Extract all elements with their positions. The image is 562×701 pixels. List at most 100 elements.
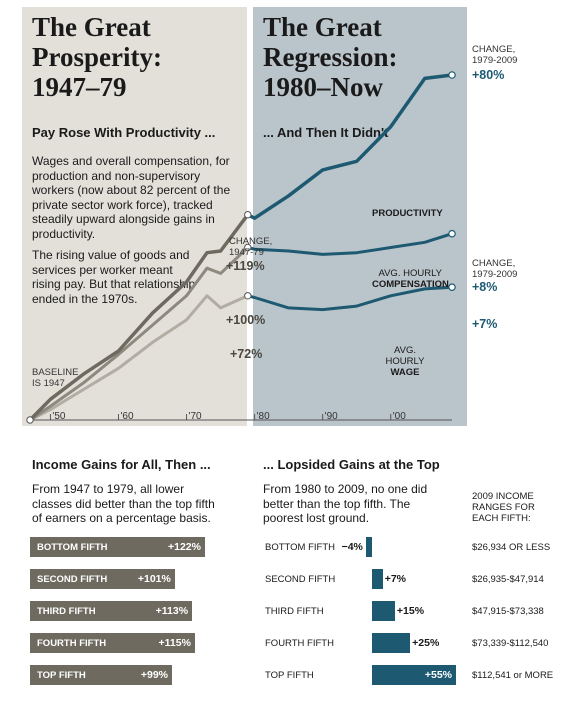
compensation-series-label: AVG. HOURLY COMPENSATION xyxy=(372,268,449,290)
x-tick-label: '50 xyxy=(52,411,65,422)
left-bar-value-label: +122% xyxy=(168,541,201,553)
right-title-line-1: The Great xyxy=(263,12,382,42)
left-bar-subtitle: From 1947 to 1979, all lower classes did… xyxy=(32,482,215,525)
baseline-label-line-2: IS 1947 xyxy=(32,378,65,389)
productivity-series-label: PRODUCTIVITY xyxy=(372,208,443,219)
wage-series-label: AVG. HOURLY WAGE xyxy=(374,345,436,378)
right-bar-subtitle: From 1980 to 2009, no one did better tha… xyxy=(263,482,428,525)
change-label-left-line-2: 1947-79 xyxy=(229,247,264,258)
compensation-label-line-1: AVG. HOURLY xyxy=(378,268,442,279)
right-bar-category-label: BOTTOM FIFTH xyxy=(265,542,336,553)
right-era-title: The Great Regression: 1980–Now xyxy=(263,12,398,102)
compensation-line-2009-marker xyxy=(448,229,456,238)
left-bar xyxy=(30,665,172,685)
left-paragraph-1: Wages and overall compensation, for prod… xyxy=(32,154,231,241)
income-range-label: $73,339-$112,540 xyxy=(472,638,549,649)
left-wage-change: +72% xyxy=(230,347,263,361)
left-bar-value-label: +99% xyxy=(140,669,168,681)
left-bar-value-label: +113% xyxy=(155,605,189,617)
left-paragraph-2: The rising value of goods and services p… xyxy=(32,248,196,306)
productivity-line-1947-79 xyxy=(28,213,250,422)
change-label-top-line-2: 1979-2009 xyxy=(472,55,518,66)
wage-line-1979-marker xyxy=(244,292,252,300)
change-label-mid: CHANGE, 1979-2009 xyxy=(472,258,517,280)
right-bar-value-label: +7% xyxy=(384,573,406,585)
productivity-line-1980-now xyxy=(246,73,453,220)
productivity-line-1979-marker xyxy=(244,211,252,219)
compensation-line-1979-marker xyxy=(244,243,252,252)
right-bar xyxy=(372,569,383,589)
left-bar-category-label: BOTTOM FIFTH xyxy=(37,542,108,553)
right-bar-category-label: SECOND FIFTH xyxy=(265,574,336,585)
wage-line-2009-marker xyxy=(448,283,456,291)
right-compensation-change: +8% xyxy=(472,280,498,294)
right-bar xyxy=(365,537,372,557)
right-bar-category-label: FOURTH FIFTH xyxy=(265,638,334,649)
ranges-header-line-1: 2009 INCOME xyxy=(472,491,534,502)
left-bar xyxy=(30,601,193,621)
right-productivity-change: +80% xyxy=(472,68,505,82)
income-range-label: $26,934 OR LESS xyxy=(472,542,551,553)
x-tick-label: '60 xyxy=(120,411,133,422)
change-label-top: CHANGE, 1979-2009 xyxy=(472,44,517,66)
income-range-label: $26,935-$47,914 xyxy=(472,574,544,585)
left-bar-value-label: +115% xyxy=(158,637,191,649)
compensation-line-1947-79 xyxy=(29,246,249,422)
ranges-header-line-2: RANGES FOR xyxy=(472,502,535,513)
wage-line-1947-79 xyxy=(29,294,249,422)
x-tick-label: '80 xyxy=(257,411,270,422)
left-productivity-change: +119% xyxy=(226,259,265,273)
ranges-header-line-3: EACH FIFTH: xyxy=(472,513,531,524)
change-label-left: CHANGE, 1947-79 xyxy=(229,236,272,258)
left-bar xyxy=(30,537,205,557)
right-bar-value-label: +55% xyxy=(424,669,452,681)
income-ranges-header: 2009 INCOME RANGES FOR EACH FIFTH: xyxy=(472,491,535,524)
x-tick-label: '90 xyxy=(325,411,338,422)
compensation-label-line-2: COMPENSATION xyxy=(372,279,449,290)
left-bar-category-label: TOP FIFTH xyxy=(37,670,86,681)
right-bar-value-label: +15% xyxy=(396,605,425,617)
right-bar-value-label: +25% xyxy=(412,637,440,649)
change-label-mid-line-2: 1979-2009 xyxy=(472,269,518,280)
right-bar-value-label: −4% xyxy=(341,541,363,553)
left-bar-value-label: +101% xyxy=(137,573,171,585)
left-subhead: Pay Rose With Productivity ... xyxy=(32,125,216,140)
compensation-line-1980-now xyxy=(247,232,453,256)
baseline-marker xyxy=(26,416,34,424)
wage-line-1980-now xyxy=(247,285,453,312)
x-tick-label: '00 xyxy=(393,411,406,422)
change-label-mid-line-1: CHANGE, xyxy=(472,258,516,269)
left-bar-category-label: FOURTH FIFTH xyxy=(37,638,107,649)
income-range-label: $47,915-$73,338 xyxy=(472,606,544,617)
right-wage-change: +7% xyxy=(472,317,498,331)
left-compensation-change: +100% xyxy=(226,313,266,327)
change-label-top-line-1: CHANGE, xyxy=(472,44,516,55)
left-bar-category-label: SECOND FIFTH xyxy=(37,574,108,585)
income-range-label: $112,541 or MORE xyxy=(472,670,554,681)
change-label-left-line-1: CHANGE, xyxy=(229,236,273,247)
right-bar xyxy=(372,665,456,685)
left-era-title: The Great Prosperity: 1947–79 xyxy=(32,12,162,102)
right-title-line-2: Regression: xyxy=(263,42,398,72)
right-bar-category-label: TOP FIFTH xyxy=(265,670,314,681)
right-subhead: ... And Then It Didn't xyxy=(263,125,389,140)
right-bar-title: ... Lopsided Gains at the Top xyxy=(263,457,440,472)
right-bar xyxy=(372,601,395,621)
left-bar xyxy=(30,633,195,653)
wage-label-line-2: WAGE xyxy=(390,367,420,378)
left-title-line-3: 1947–79 xyxy=(32,72,127,102)
right-bar-category-label: THIRD FIFTH xyxy=(265,606,324,617)
x-tick-label: '70 xyxy=(189,411,202,422)
baseline-label: BASELINE IS 1947 xyxy=(32,367,78,389)
left-bar-title: Income Gains for All, Then ... xyxy=(32,457,211,472)
productivity-line-2009-marker xyxy=(448,71,456,79)
baseline-label-line-1: BASELINE xyxy=(32,367,79,378)
left-bar xyxy=(30,569,175,589)
wage-label-line-1: AVG. HOURLY xyxy=(385,345,425,367)
right-bar xyxy=(372,633,411,653)
left-bar-category-label: THIRD FIFTH xyxy=(37,606,96,617)
left-title-line-1: The Great xyxy=(32,12,151,42)
left-title-line-2: Prosperity: xyxy=(32,42,162,72)
right-title-line-3: 1980–Now xyxy=(263,72,383,102)
